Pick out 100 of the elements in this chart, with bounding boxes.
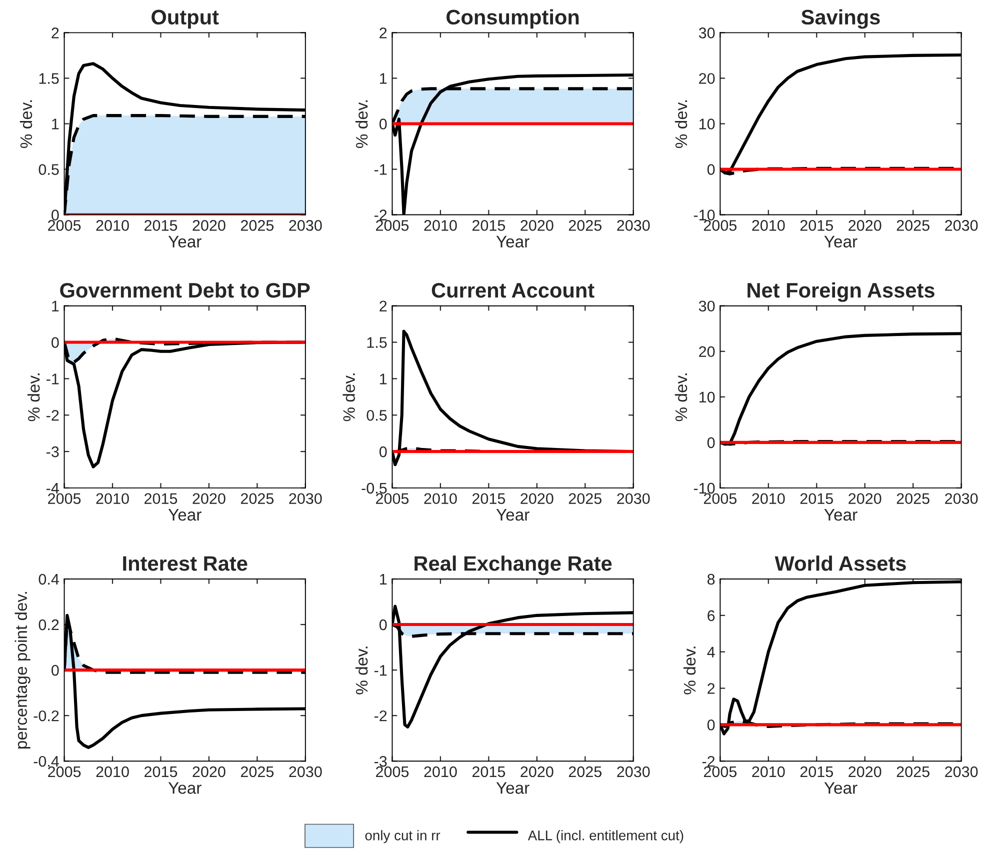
y-tick-label: 30 (698, 300, 715, 312)
y-tick-label: -0.4 (34, 756, 59, 767)
y-tick-label: 1.5 (39, 73, 59, 84)
x-axis-title: Year (824, 509, 858, 521)
x-tick-label: 2005 (376, 766, 409, 778)
legend-label: only cut in rr (365, 830, 440, 844)
x-tick-label: 2020 (192, 493, 226, 504)
y-tick-label: 2 (52, 28, 59, 38)
x-tick-label: 2005 (376, 220, 409, 231)
y-tick-label: -2 (374, 210, 387, 220)
chart-title: Real Exchange Rate (414, 556, 612, 576)
x-tick-label: 2020 (520, 220, 554, 231)
y-tick-label: 0 (379, 446, 387, 458)
y-axis-title: % dev. (674, 374, 688, 422)
y-tick-label: 0.2 (38, 619, 59, 630)
x-axis-title: Year (496, 509, 530, 521)
x-tick-label: 2025 (568, 493, 602, 504)
x-tick-label: 2025 (896, 493, 930, 504)
x-tick-label: 2015 (144, 493, 178, 504)
x-tick-label: 2005 (48, 766, 81, 778)
x-tick-label: 2015 (800, 766, 833, 778)
x-tick-label: 2010 (96, 220, 129, 231)
x-tick-label: 2030 (289, 220, 322, 231)
x-tick-label: 2010 (424, 220, 457, 231)
y-axis-title: % dev. (355, 646, 368, 694)
x-tick-label: 2030 (945, 220, 978, 231)
y-axis-title: % dev. (28, 374, 40, 422)
y-tick-label: -10 (694, 210, 715, 220)
y-axis-title: % dev. (355, 100, 368, 148)
x-tick-label: 2030 (617, 493, 650, 504)
x-tick-label: 2010 (752, 220, 785, 231)
y-tick-label: 30 (698, 28, 715, 38)
x-tick-label: 2005 (48, 493, 81, 504)
y-tick-label: 0 (52, 210, 59, 220)
x-tick-label: 2015 (800, 220, 833, 231)
y-tick-label: 8 (707, 574, 715, 585)
x-tick-label: 2015 (144, 766, 178, 778)
x-axis-title: Year (168, 236, 202, 248)
chart-title: Consumption (446, 9, 579, 29)
y-tick-label: -0.2 (34, 710, 59, 722)
y-tick-label: 20 (699, 73, 715, 84)
y-tick-label: 2 (380, 300, 387, 312)
chart-title: Output (152, 10, 219, 29)
y-tick-label: 0 (379, 118, 387, 130)
y-tick-label: 1 (380, 374, 387, 384)
x-tick-label: 2015 (472, 493, 506, 504)
y-tick-label: 0.5 (38, 164, 59, 175)
x-axis-title: Year (824, 782, 858, 794)
x-tick-label: 2025 (896, 766, 930, 778)
x-tick-label: 2025 (240, 493, 274, 504)
x-tick-label: 2025 (568, 766, 602, 778)
y-tick-label: -1 (46, 374, 59, 384)
x-tick-label: 2020 (848, 493, 882, 504)
y-tick-label: -1 (374, 665, 387, 676)
y-tick-label: -4 (46, 482, 59, 494)
x-tick-label: 2030 (289, 766, 322, 778)
x-tick-label: 2015 (144, 220, 178, 231)
y-tick-label: -2 (46, 410, 59, 421)
x-tick-label: 2015 (472, 766, 506, 778)
x-tick-label: 2030 (945, 493, 978, 504)
x-tick-label: 2010 (424, 766, 457, 778)
x-tick-label: 2030 (617, 766, 650, 778)
x-axis-title: Year (496, 236, 530, 248)
y-tick-label: 0 (52, 337, 59, 348)
y-tick-label: 2 (708, 683, 715, 694)
y-tick-label: 1 (52, 118, 59, 130)
x-tick-label: 2025 (896, 220, 930, 231)
x-tick-label: 2030 (617, 220, 650, 231)
y-tick-label: 0 (707, 437, 715, 448)
x-tick-label: 2020 (848, 766, 882, 778)
x-tick-label: 2020 (192, 220, 226, 231)
x-axis-title: Year (496, 782, 530, 794)
y-tick-label: 6 (708, 610, 715, 622)
y-tick-label: 20 (699, 346, 715, 358)
x-tick-label: 2010 (752, 766, 785, 778)
x-tick-label: 2005 (48, 220, 81, 231)
x-tick-label: 2020 (848, 220, 882, 231)
y-tick-label: 0 (707, 720, 715, 730)
y-tick-label: -10 (694, 482, 715, 494)
y-tick-label: 0 (379, 619, 387, 630)
y-tick-label: 1 (52, 300, 59, 312)
x-tick-label: 2020 (520, 493, 554, 504)
y-tick-label: -3 (46, 446, 59, 458)
y-axis-title: % dev. (674, 100, 688, 148)
y-tick-label: -0.5 (362, 482, 387, 494)
chart-title: Current Account (432, 282, 594, 298)
y-tick-label: 1 (380, 73, 387, 84)
y-tick-label: 1 (380, 574, 387, 585)
x-tick-label: 2010 (424, 493, 457, 504)
x-tick-label: 2025 (240, 766, 274, 778)
y-tick-label: 10 (699, 118, 715, 130)
y-tick-label: 0 (52, 664, 59, 676)
x-tick-label: 2030 (289, 493, 322, 504)
y-tick-label: -2 (374, 710, 387, 722)
x-axis-title: Year (168, 782, 202, 794)
y-tick-label: -1 (374, 164, 387, 175)
y-tick-label: -2 (702, 756, 715, 767)
y-tick-label: 0.4 (38, 574, 59, 585)
x-tick-label: 2010 (96, 493, 129, 504)
chart-title: Savings (801, 9, 880, 29)
